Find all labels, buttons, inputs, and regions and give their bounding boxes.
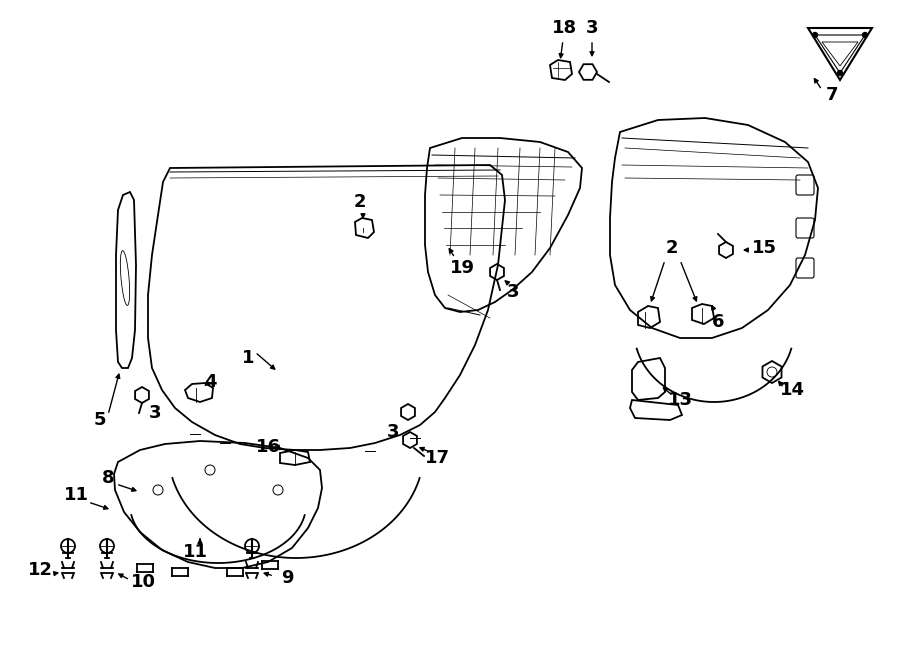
Text: 2: 2: [354, 193, 366, 211]
Text: 18: 18: [553, 19, 578, 37]
Text: 3: 3: [387, 423, 400, 441]
Circle shape: [813, 32, 817, 38]
Text: 7: 7: [826, 86, 838, 104]
Text: 11: 11: [183, 543, 208, 561]
Text: 15: 15: [752, 239, 777, 257]
Circle shape: [838, 71, 842, 75]
Text: 3: 3: [148, 404, 161, 422]
Text: 4: 4: [203, 373, 216, 391]
Text: 19: 19: [449, 259, 474, 277]
Text: 12: 12: [28, 561, 52, 579]
Text: 9: 9: [281, 569, 293, 587]
Text: 8: 8: [102, 469, 114, 487]
Text: 2: 2: [666, 239, 679, 257]
Text: 17: 17: [425, 449, 449, 467]
Text: 14: 14: [779, 381, 805, 399]
Circle shape: [862, 32, 868, 38]
Text: 6: 6: [712, 313, 724, 331]
Text: 3: 3: [586, 19, 598, 37]
Text: 11: 11: [64, 486, 88, 504]
Text: 16: 16: [256, 438, 281, 456]
Text: 10: 10: [130, 573, 156, 591]
Text: 13: 13: [668, 391, 692, 409]
Text: 1: 1: [242, 349, 254, 367]
Text: 5: 5: [94, 411, 106, 429]
Text: 3: 3: [507, 283, 519, 301]
